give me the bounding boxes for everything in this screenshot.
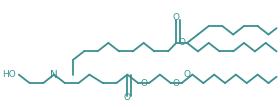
Text: N: N <box>50 70 58 80</box>
Text: HO: HO <box>2 70 16 79</box>
Text: O: O <box>178 38 185 47</box>
Text: O: O <box>140 79 147 88</box>
Text: O: O <box>173 79 180 88</box>
Text: O: O <box>173 13 180 22</box>
Text: O: O <box>124 93 131 102</box>
Text: O: O <box>183 70 190 79</box>
